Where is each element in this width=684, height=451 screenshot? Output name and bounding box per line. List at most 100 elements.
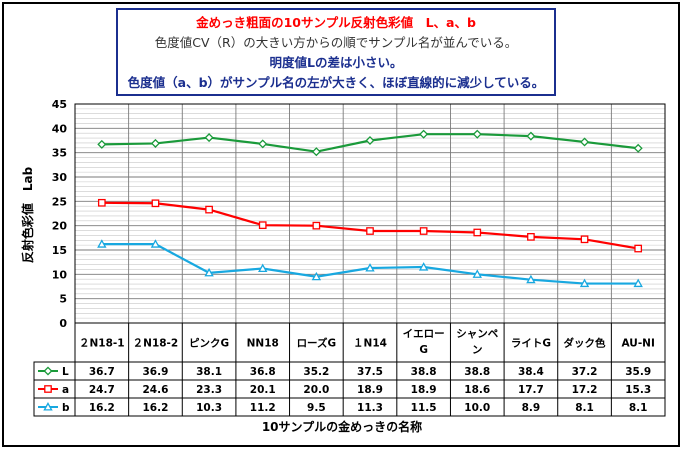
marker-triangle [258,263,268,273]
table-cell: 24.7 [89,384,115,396]
table-cell: 35.9 [625,366,651,378]
table-cell: 9.5 [307,402,326,414]
marker-square [44,385,52,393]
category-label: ライトG [511,338,551,350]
marker-diamond [97,139,107,149]
marker-diamond [258,139,268,149]
category-label: ピンクG [189,338,229,350]
table-cell: 18.9 [357,384,383,396]
category-label: ローズG [297,337,337,350]
y-tick-label: 20 [52,220,68,233]
marker-square [580,235,589,244]
table-cell: 37.2 [572,366,598,378]
table-cell: 16.2 [142,402,168,414]
table-cell: 18.9 [411,384,437,396]
marker-square [151,199,160,208]
table-cell: 38.8 [411,366,437,378]
marker-diamond [580,137,590,147]
category-label: シャンペ [456,328,498,340]
marker-square [205,205,213,214]
series-lines [97,129,643,288]
marker-square [312,221,321,230]
y-tick-label: 10 [52,268,68,281]
marker-triangle [472,269,482,278]
marker-triangle [97,239,107,248]
y-tick-label: 25 [52,195,67,208]
marker-triangle [579,278,590,288]
table-cell: 37.5 [357,366,383,378]
table-cell: 11.5 [411,402,437,414]
category-label: ２N18-2 [133,338,179,350]
y-tick-label: 45 [52,98,67,111]
marker-diamond [43,366,53,376]
table-cell: 20.1 [250,384,276,396]
table-cell: 17.7 [518,384,544,396]
marker-square [97,198,106,207]
table-cell: 18.6 [464,384,490,396]
table-cell: 8.9 [522,402,541,414]
y-tick-label: 5 [59,293,67,306]
marker-diamond [150,138,160,148]
marker-triangle [311,271,322,281]
marker-diamond [204,133,214,143]
category-label: ダック色 [564,337,606,350]
marker-triangle [150,239,161,248]
table-cell: 36.7 [89,366,115,378]
legend-label-L: L [62,366,69,378]
legend-label-b: b [62,402,70,414]
category-label: ン [472,344,483,356]
marker-square [258,221,267,230]
table-cell: 11.2 [250,402,276,414]
marker-square [527,233,535,241]
table-body-border [33,361,666,417]
chart-subtitle-2: 明度値Lの差は小さい。 [269,55,403,70]
chart-title: 金めっき粗面の10サンプル反射色彩値 L、a、b [196,15,476,30]
chart-subtitle-1: 色度値CV（R）の大きい方からの順でサンプル名が並んでいる。 [154,35,518,50]
marker-triangle [418,262,429,271]
table-cell: 38.8 [464,366,490,378]
table-cell: 38.4 [518,366,544,378]
marker-diamond [311,147,321,157]
table-cell: 23.3 [196,384,222,396]
category-label: イエロー [403,328,445,340]
category-label: AU-NI [621,338,654,350]
table-cell: 16.2 [89,402,115,414]
marker-triangle [204,267,214,277]
table-cell: 38.1 [196,366,222,378]
table-cell: 35.2 [303,366,329,378]
marker-triangle [365,263,375,272]
y-tick-label: 0 [59,317,67,330]
marker-square [419,227,428,235]
table-cell: 24.6 [142,384,168,396]
category-label: １N14 [353,338,387,350]
table-cell: 11.3 [357,402,383,414]
x-axis-label: 10サンプルの金めっきの名称 [261,420,423,434]
marker-triangle [526,274,536,284]
table-cell: 10.0 [464,402,490,414]
category-label: G [419,344,428,356]
marker-diamond [365,135,375,146]
table-cell: 15.3 [625,384,651,396]
legend-label-a: a [62,384,69,396]
table-cell: 36.8 [250,366,276,378]
y-axis-ticks: 0 5 10 15 20 25 30 35 40 45 [52,98,68,330]
y-tick-label: 40 [52,122,68,135]
table-cell: 10.3 [196,402,222,414]
marker-diamond [472,129,482,139]
y-tick-label: 30 [52,171,68,184]
marker-square [473,228,482,237]
marker-square [634,244,643,253]
category-label: NN18 [247,338,279,350]
table-cell: 17.2 [572,384,598,396]
category-label: ２N18-1 [79,338,125,350]
table-cell: 8.1 [629,402,648,414]
table-cell: 36.9 [142,366,168,378]
marker-diamond [526,131,536,141]
table-cell: 8.1 [575,402,594,414]
y-tick-label: 15 [52,244,67,257]
marker-diamond [633,143,643,153]
chart-subtitle-3: 色度値（a、b）がサンプル名の左が大きく、ほぼ直線的に減少している。 [127,75,545,90]
marker-triangle [633,278,643,288]
